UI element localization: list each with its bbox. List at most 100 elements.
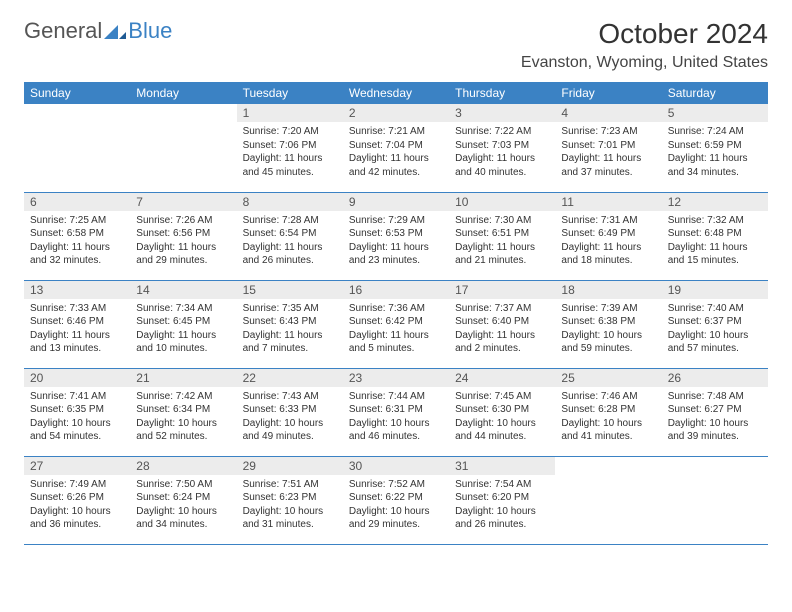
day-details: Sunrise: 7:33 AMSunset: 6:46 PMDaylight:… [24,299,130,360]
day-number: 28 [130,457,236,475]
day-details: Sunrise: 7:35 AMSunset: 6:43 PMDaylight:… [237,299,343,360]
sunrise-text: Sunrise: 7:21 AM [349,125,443,139]
day-number: 18 [555,281,661,299]
day-details: Sunrise: 7:28 AMSunset: 6:54 PMDaylight:… [237,211,343,272]
calendar-week: 20Sunrise: 7:41 AMSunset: 6:35 PMDayligh… [24,368,768,456]
day-details: Sunrise: 7:50 AMSunset: 6:24 PMDaylight:… [130,475,236,536]
day-number: 26 [662,369,768,387]
sunset-text: Sunset: 6:42 PM [349,315,443,329]
day-details: Sunrise: 7:25 AMSunset: 6:58 PMDaylight:… [24,211,130,272]
sunset-text: Sunset: 6:22 PM [349,491,443,505]
day-details: Sunrise: 7:54 AMSunset: 6:20 PMDaylight:… [449,475,555,536]
calendar-cell: 30Sunrise: 7:52 AMSunset: 6:22 PMDayligh… [343,456,449,544]
calendar-head: SundayMondayTuesdayWednesdayThursdayFrid… [24,82,768,104]
sunrise-text: Sunrise: 7:20 AM [243,125,337,139]
calendar-cell: 18Sunrise: 7:39 AMSunset: 6:38 PMDayligh… [555,280,661,368]
day-number: 6 [24,193,130,211]
day-details: Sunrise: 7:49 AMSunset: 6:26 PMDaylight:… [24,475,130,536]
calendar-cell: 12Sunrise: 7:32 AMSunset: 6:48 PMDayligh… [662,192,768,280]
sunset-text: Sunset: 6:54 PM [243,227,337,241]
day-details: Sunrise: 7:20 AMSunset: 7:06 PMDaylight:… [237,122,343,183]
daylight-text: Daylight: 10 hours and 46 minutes. [349,417,443,444]
sunset-text: Sunset: 6:31 PM [349,403,443,417]
day-details: Sunrise: 7:44 AMSunset: 6:31 PMDaylight:… [343,387,449,448]
sunrise-text: Sunrise: 7:40 AM [668,302,762,316]
daylight-text: Daylight: 10 hours and 44 minutes. [455,417,549,444]
logo-blue: Blue [128,18,172,44]
calendar-week: 13Sunrise: 7:33 AMSunset: 6:46 PMDayligh… [24,280,768,368]
day-number: 13 [24,281,130,299]
sunrise-text: Sunrise: 7:23 AM [561,125,655,139]
calendar-cell: 27Sunrise: 7:49 AMSunset: 6:26 PMDayligh… [24,456,130,544]
day-number: 3 [449,104,555,122]
day-number: 17 [449,281,555,299]
daylight-text: Daylight: 11 hours and 2 minutes. [455,329,549,356]
calendar-cell: 19Sunrise: 7:40 AMSunset: 6:37 PMDayligh… [662,280,768,368]
calendar-table: SundayMondayTuesdayWednesdayThursdayFrid… [24,82,768,545]
daylight-text: Daylight: 10 hours and 39 minutes. [668,417,762,444]
sunset-text: Sunset: 6:46 PM [30,315,124,329]
day-number: 12 [662,193,768,211]
daylight-text: Daylight: 11 hours and 37 minutes. [561,152,655,179]
sunset-text: Sunset: 6:37 PM [668,315,762,329]
sunset-text: Sunset: 7:01 PM [561,139,655,153]
sunrise-text: Sunrise: 7:36 AM [349,302,443,316]
sunrise-text: Sunrise: 7:30 AM [455,214,549,228]
daylight-text: Daylight: 10 hours and 26 minutes. [455,505,549,532]
day-details: Sunrise: 7:51 AMSunset: 6:23 PMDaylight:… [237,475,343,536]
daylight-text: Daylight: 10 hours and 31 minutes. [243,505,337,532]
calendar-cell: 25Sunrise: 7:46 AMSunset: 6:28 PMDayligh… [555,368,661,456]
day-header: Friday [555,82,661,104]
daylight-text: Daylight: 10 hours and 41 minutes. [561,417,655,444]
daylight-text: Daylight: 11 hours and 21 minutes. [455,241,549,268]
location: Evanston, Wyoming, United States [521,54,768,72]
day-header: Thursday [449,82,555,104]
calendar-cell: 23Sunrise: 7:44 AMSunset: 6:31 PMDayligh… [343,368,449,456]
daylight-text: Daylight: 10 hours and 52 minutes. [136,417,230,444]
day-number: 15 [237,281,343,299]
day-details: Sunrise: 7:29 AMSunset: 6:53 PMDaylight:… [343,211,449,272]
daylight-text: Daylight: 11 hours and 29 minutes. [136,241,230,268]
sunrise-text: Sunrise: 7:28 AM [243,214,337,228]
day-number: 1 [237,104,343,122]
calendar-cell [555,456,661,544]
sunrise-text: Sunrise: 7:54 AM [455,478,549,492]
sunset-text: Sunset: 6:30 PM [455,403,549,417]
sunrise-text: Sunrise: 7:42 AM [136,390,230,404]
sunset-text: Sunset: 6:26 PM [30,491,124,505]
daylight-text: Daylight: 11 hours and 32 minutes. [30,241,124,268]
day-header: Sunday [24,82,130,104]
sunset-text: Sunset: 6:59 PM [668,139,762,153]
day-number: 7 [130,193,236,211]
calendar-week: 6Sunrise: 7:25 AMSunset: 6:58 PMDaylight… [24,192,768,280]
day-number: 8 [237,193,343,211]
daylight-text: Daylight: 11 hours and 45 minutes. [243,152,337,179]
sunrise-text: Sunrise: 7:41 AM [30,390,124,404]
day-number: 11 [555,193,661,211]
day-number: 24 [449,369,555,387]
calendar-cell: 1Sunrise: 7:20 AMSunset: 7:06 PMDaylight… [237,104,343,192]
day-details: Sunrise: 7:43 AMSunset: 6:33 PMDaylight:… [237,387,343,448]
daylight-text: Daylight: 11 hours and 15 minutes. [668,241,762,268]
day-number: 22 [237,369,343,387]
sunrise-text: Sunrise: 7:51 AM [243,478,337,492]
logo: General Blue [24,18,172,44]
sunset-text: Sunset: 7:03 PM [455,139,549,153]
calendar-cell: 16Sunrise: 7:36 AMSunset: 6:42 PMDayligh… [343,280,449,368]
sunrise-text: Sunrise: 7:43 AM [243,390,337,404]
day-number: 30 [343,457,449,475]
sunset-text: Sunset: 6:27 PM [668,403,762,417]
day-number: 20 [24,369,130,387]
calendar-cell: 7Sunrise: 7:26 AMSunset: 6:56 PMDaylight… [130,192,236,280]
day-details: Sunrise: 7:22 AMSunset: 7:03 PMDaylight:… [449,122,555,183]
sunrise-text: Sunrise: 7:22 AM [455,125,549,139]
calendar-cell: 29Sunrise: 7:51 AMSunset: 6:23 PMDayligh… [237,456,343,544]
day-number: 25 [555,369,661,387]
sunrise-text: Sunrise: 7:46 AM [561,390,655,404]
calendar-cell [24,104,130,192]
day-details: Sunrise: 7:45 AMSunset: 6:30 PMDaylight:… [449,387,555,448]
day-number: 19 [662,281,768,299]
sunrise-text: Sunrise: 7:44 AM [349,390,443,404]
calendar-cell: 8Sunrise: 7:28 AMSunset: 6:54 PMDaylight… [237,192,343,280]
sunrise-text: Sunrise: 7:31 AM [561,214,655,228]
